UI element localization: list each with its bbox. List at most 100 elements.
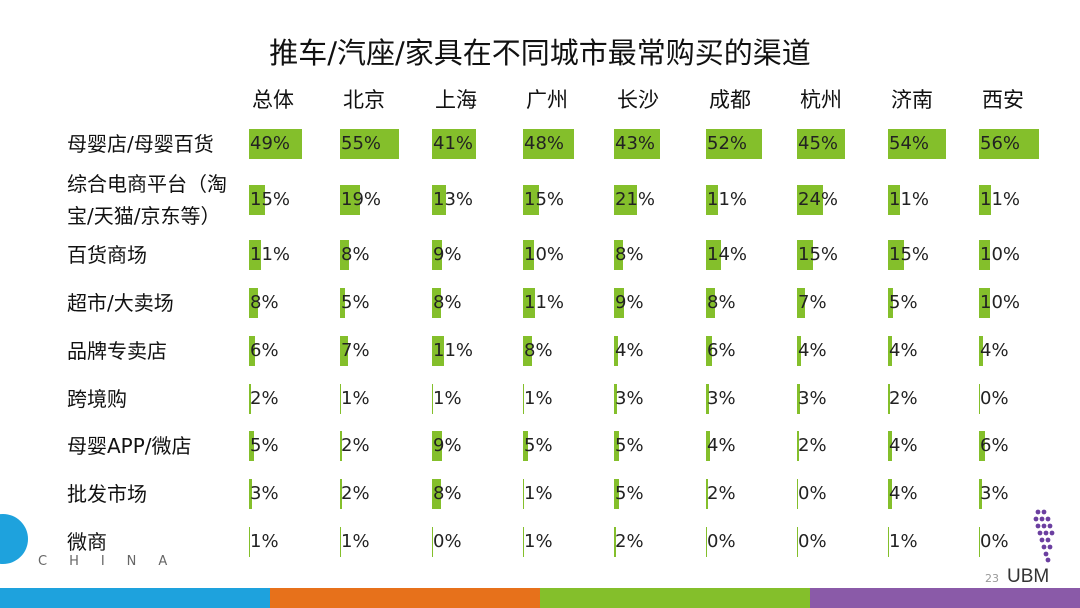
table-cell: 1% bbox=[432, 384, 522, 414]
value-bar bbox=[979, 288, 990, 318]
table-cell: 11% bbox=[706, 185, 796, 215]
table-cell: 3% bbox=[249, 479, 339, 509]
table-cell: 3% bbox=[797, 384, 887, 414]
value-bar bbox=[706, 240, 721, 270]
table-cell: 49% bbox=[249, 129, 339, 159]
value-bar bbox=[340, 185, 361, 215]
value-label: 14% bbox=[707, 244, 748, 265]
table-cell: 0% bbox=[706, 527, 796, 557]
value-label: 7% bbox=[341, 340, 370, 361]
logo-circle-icon bbox=[0, 514, 28, 564]
value-bar bbox=[432, 336, 444, 366]
table-cell: 5% bbox=[614, 431, 704, 461]
column-header: 成都 bbox=[709, 88, 751, 112]
value-bar bbox=[706, 185, 718, 215]
value-label: 11% bbox=[707, 189, 748, 210]
value-label: 54% bbox=[889, 133, 930, 154]
table-cell: 5% bbox=[340, 288, 430, 318]
value-label: 15% bbox=[524, 189, 565, 210]
value-bar bbox=[888, 527, 890, 557]
table-cell: 2% bbox=[249, 384, 339, 414]
value-bar bbox=[614, 527, 617, 557]
value-label: 10% bbox=[980, 244, 1021, 265]
value-label: 3% bbox=[615, 388, 644, 409]
table-cell: 8% bbox=[432, 288, 522, 318]
value-bar bbox=[432, 288, 441, 318]
value-label: 1% bbox=[250, 531, 279, 552]
value-bar bbox=[706, 384, 710, 414]
table-cell: 0% bbox=[797, 527, 887, 557]
value-bar bbox=[523, 336, 532, 366]
value-bar bbox=[979, 336, 984, 366]
value-bar bbox=[432, 431, 442, 461]
value-bar bbox=[614, 288, 624, 318]
value-bar bbox=[614, 336, 619, 366]
value-bar bbox=[888, 185, 900, 215]
value-bar bbox=[523, 240, 534, 270]
value-label: 5% bbox=[615, 435, 644, 456]
page-number: 23 bbox=[985, 572, 999, 585]
value-label: 2% bbox=[250, 388, 279, 409]
column-header: 北京 bbox=[343, 88, 385, 112]
china-logo: CHINA bbox=[0, 512, 167, 572]
value-label: 9% bbox=[433, 435, 462, 456]
value-label: 49% bbox=[250, 133, 291, 154]
table-cell: 4% bbox=[979, 336, 1069, 366]
value-bar bbox=[706, 129, 762, 159]
table-cell: 1% bbox=[249, 527, 339, 557]
value-bar bbox=[523, 527, 525, 557]
value-label: 45% bbox=[798, 133, 839, 154]
table-cell: 52% bbox=[706, 129, 796, 159]
value-bar bbox=[797, 336, 802, 366]
value-bar bbox=[432, 185, 446, 215]
table-cell: 41% bbox=[432, 129, 522, 159]
row-label: 微商 bbox=[67, 530, 107, 554]
table-cell: 15% bbox=[797, 240, 887, 270]
value-label: 52% bbox=[707, 133, 748, 154]
value-bar bbox=[340, 479, 343, 509]
value-bar bbox=[888, 129, 946, 159]
table-cell: 4% bbox=[614, 336, 704, 366]
table-cell: 6% bbox=[979, 431, 1069, 461]
column-header: 杭州 bbox=[800, 88, 842, 112]
table-cell: 10% bbox=[523, 240, 613, 270]
value-label: 4% bbox=[798, 340, 827, 361]
value-bar bbox=[614, 384, 618, 414]
value-bar bbox=[979, 129, 1039, 159]
table-cell: 6% bbox=[249, 336, 339, 366]
column-header: 上海 bbox=[435, 88, 477, 112]
value-bar bbox=[706, 527, 707, 557]
ubm-brand: UBM bbox=[1007, 566, 1050, 587]
table-cell: 3% bbox=[706, 384, 796, 414]
value-bar bbox=[432, 129, 476, 159]
value-bar bbox=[432, 479, 441, 509]
stripe-segment-purple bbox=[810, 588, 1080, 608]
value-bar bbox=[340, 240, 349, 270]
value-bar bbox=[797, 185, 823, 215]
value-label: 4% bbox=[889, 483, 918, 504]
value-bar bbox=[979, 527, 980, 557]
value-label: 5% bbox=[250, 435, 279, 456]
value-label: 1% bbox=[889, 531, 918, 552]
table-cell: 56% bbox=[979, 129, 1069, 159]
table-cell: 11% bbox=[249, 240, 339, 270]
value-bar bbox=[614, 240, 623, 270]
table-cell: 1% bbox=[888, 527, 978, 557]
table-cell: 5% bbox=[249, 431, 339, 461]
table-cell: 54% bbox=[888, 129, 978, 159]
value-label: 11% bbox=[433, 340, 474, 361]
stripe-segment-blue bbox=[0, 588, 270, 608]
value-label: 0% bbox=[433, 531, 462, 552]
value-bar bbox=[340, 527, 342, 557]
table-cell: 1% bbox=[340, 527, 430, 557]
table-cell: 9% bbox=[432, 431, 522, 461]
value-label: 11% bbox=[980, 189, 1021, 210]
table-cell: 14% bbox=[706, 240, 796, 270]
table-cell: 5% bbox=[888, 288, 978, 318]
value-bar bbox=[706, 431, 711, 461]
row-label: 跨境购 bbox=[67, 387, 127, 411]
value-label: 6% bbox=[250, 340, 279, 361]
table-cell: 1% bbox=[523, 479, 613, 509]
value-bar bbox=[797, 431, 800, 461]
table-cell: 11% bbox=[979, 185, 1069, 215]
